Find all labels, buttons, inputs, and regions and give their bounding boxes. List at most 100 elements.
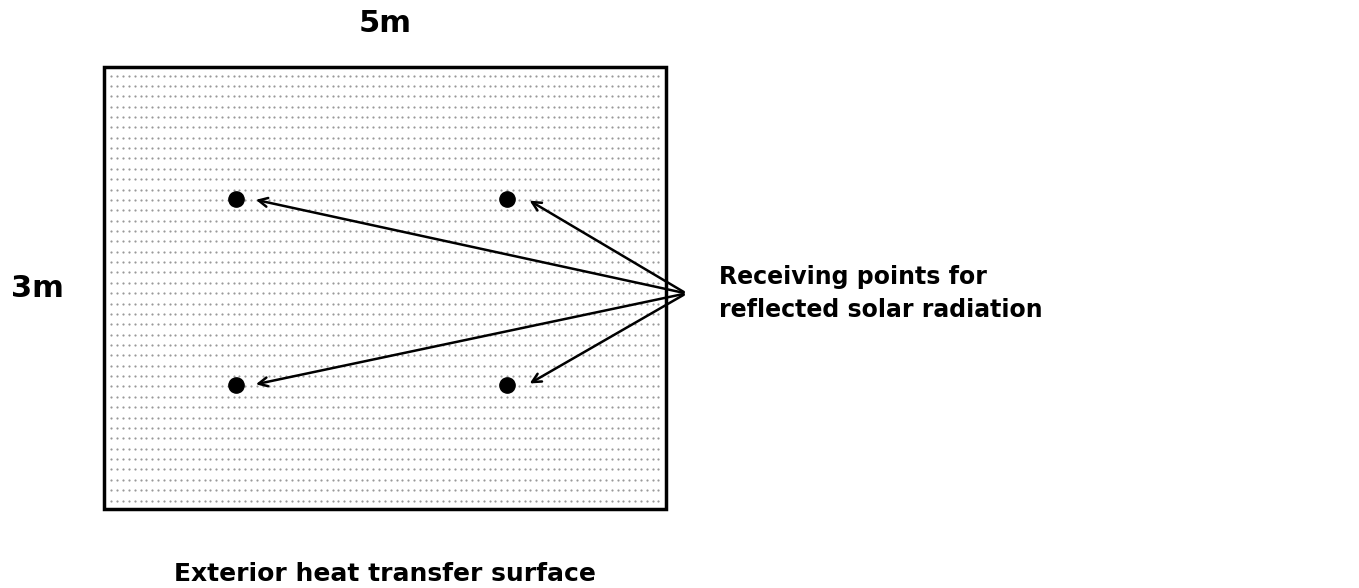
Point [572,350,594,360]
Point [275,392,296,402]
Point [409,403,431,412]
Point [188,175,209,184]
Point [526,372,548,381]
Point [386,195,408,205]
Point [258,81,280,91]
Point [531,185,553,194]
Point [531,382,553,391]
Point [113,247,135,256]
Point [501,455,523,464]
Point [315,268,337,277]
Point [205,350,227,360]
Point [147,278,169,288]
Point [450,133,472,142]
Point [141,268,163,277]
Point [386,185,408,194]
Point [275,185,296,194]
Point [397,153,419,163]
Point [217,309,239,319]
Point [473,475,495,485]
Point [409,309,431,319]
Point [381,465,402,474]
Point [514,475,535,485]
Point [455,496,477,505]
Point [485,185,507,194]
Point [368,278,390,288]
Point [333,382,355,391]
Point [345,455,367,464]
Point [118,143,140,153]
Point [106,382,128,391]
Point [223,112,245,122]
Point [450,309,472,319]
Point [333,102,355,111]
Point [315,433,337,443]
Point [159,123,181,132]
Point [501,361,523,370]
Point [590,299,612,308]
Point [491,226,512,236]
Point [315,309,337,319]
Point [641,153,663,163]
Point [118,195,140,205]
Point [514,372,535,381]
Point [258,330,280,339]
Point [404,340,425,350]
Point [386,299,408,308]
Point [159,465,181,474]
Point [322,123,344,132]
Point [304,475,326,485]
Point [246,413,268,422]
Point [177,236,198,246]
Point [118,413,140,422]
Point [618,236,640,246]
Point [164,330,186,339]
Point [624,206,646,215]
Point [595,112,617,122]
Point [164,382,186,391]
Point [606,92,628,101]
Point [647,486,669,495]
Point [223,372,245,381]
Point [514,486,535,495]
Point [200,350,222,360]
Point [241,350,262,360]
Point [514,216,535,225]
Point [519,372,541,381]
Point [381,92,402,101]
Point [136,112,158,122]
Point [432,372,454,381]
Point [618,299,640,308]
Point [147,413,169,422]
Point [404,475,425,485]
Point [420,382,442,391]
Point [299,350,321,360]
Point [631,475,652,485]
Point [549,475,571,485]
Point [595,455,617,464]
Point [177,195,198,205]
Point [129,413,151,422]
Point [315,350,337,360]
Point [432,112,454,122]
Point [292,112,314,122]
Point [478,486,500,495]
Point [554,496,576,505]
Point [124,465,145,474]
Point [113,123,135,132]
Point [531,403,553,412]
Point [631,206,652,215]
Point [485,123,507,132]
Point [496,92,518,101]
Point [304,382,326,391]
Point [154,320,175,329]
Point [246,92,268,101]
Point [154,350,175,360]
Point [572,382,594,391]
Point [136,496,158,505]
Point [391,392,413,402]
Point [258,123,280,132]
Point [217,382,239,391]
Point [613,372,635,381]
Point [292,330,314,339]
